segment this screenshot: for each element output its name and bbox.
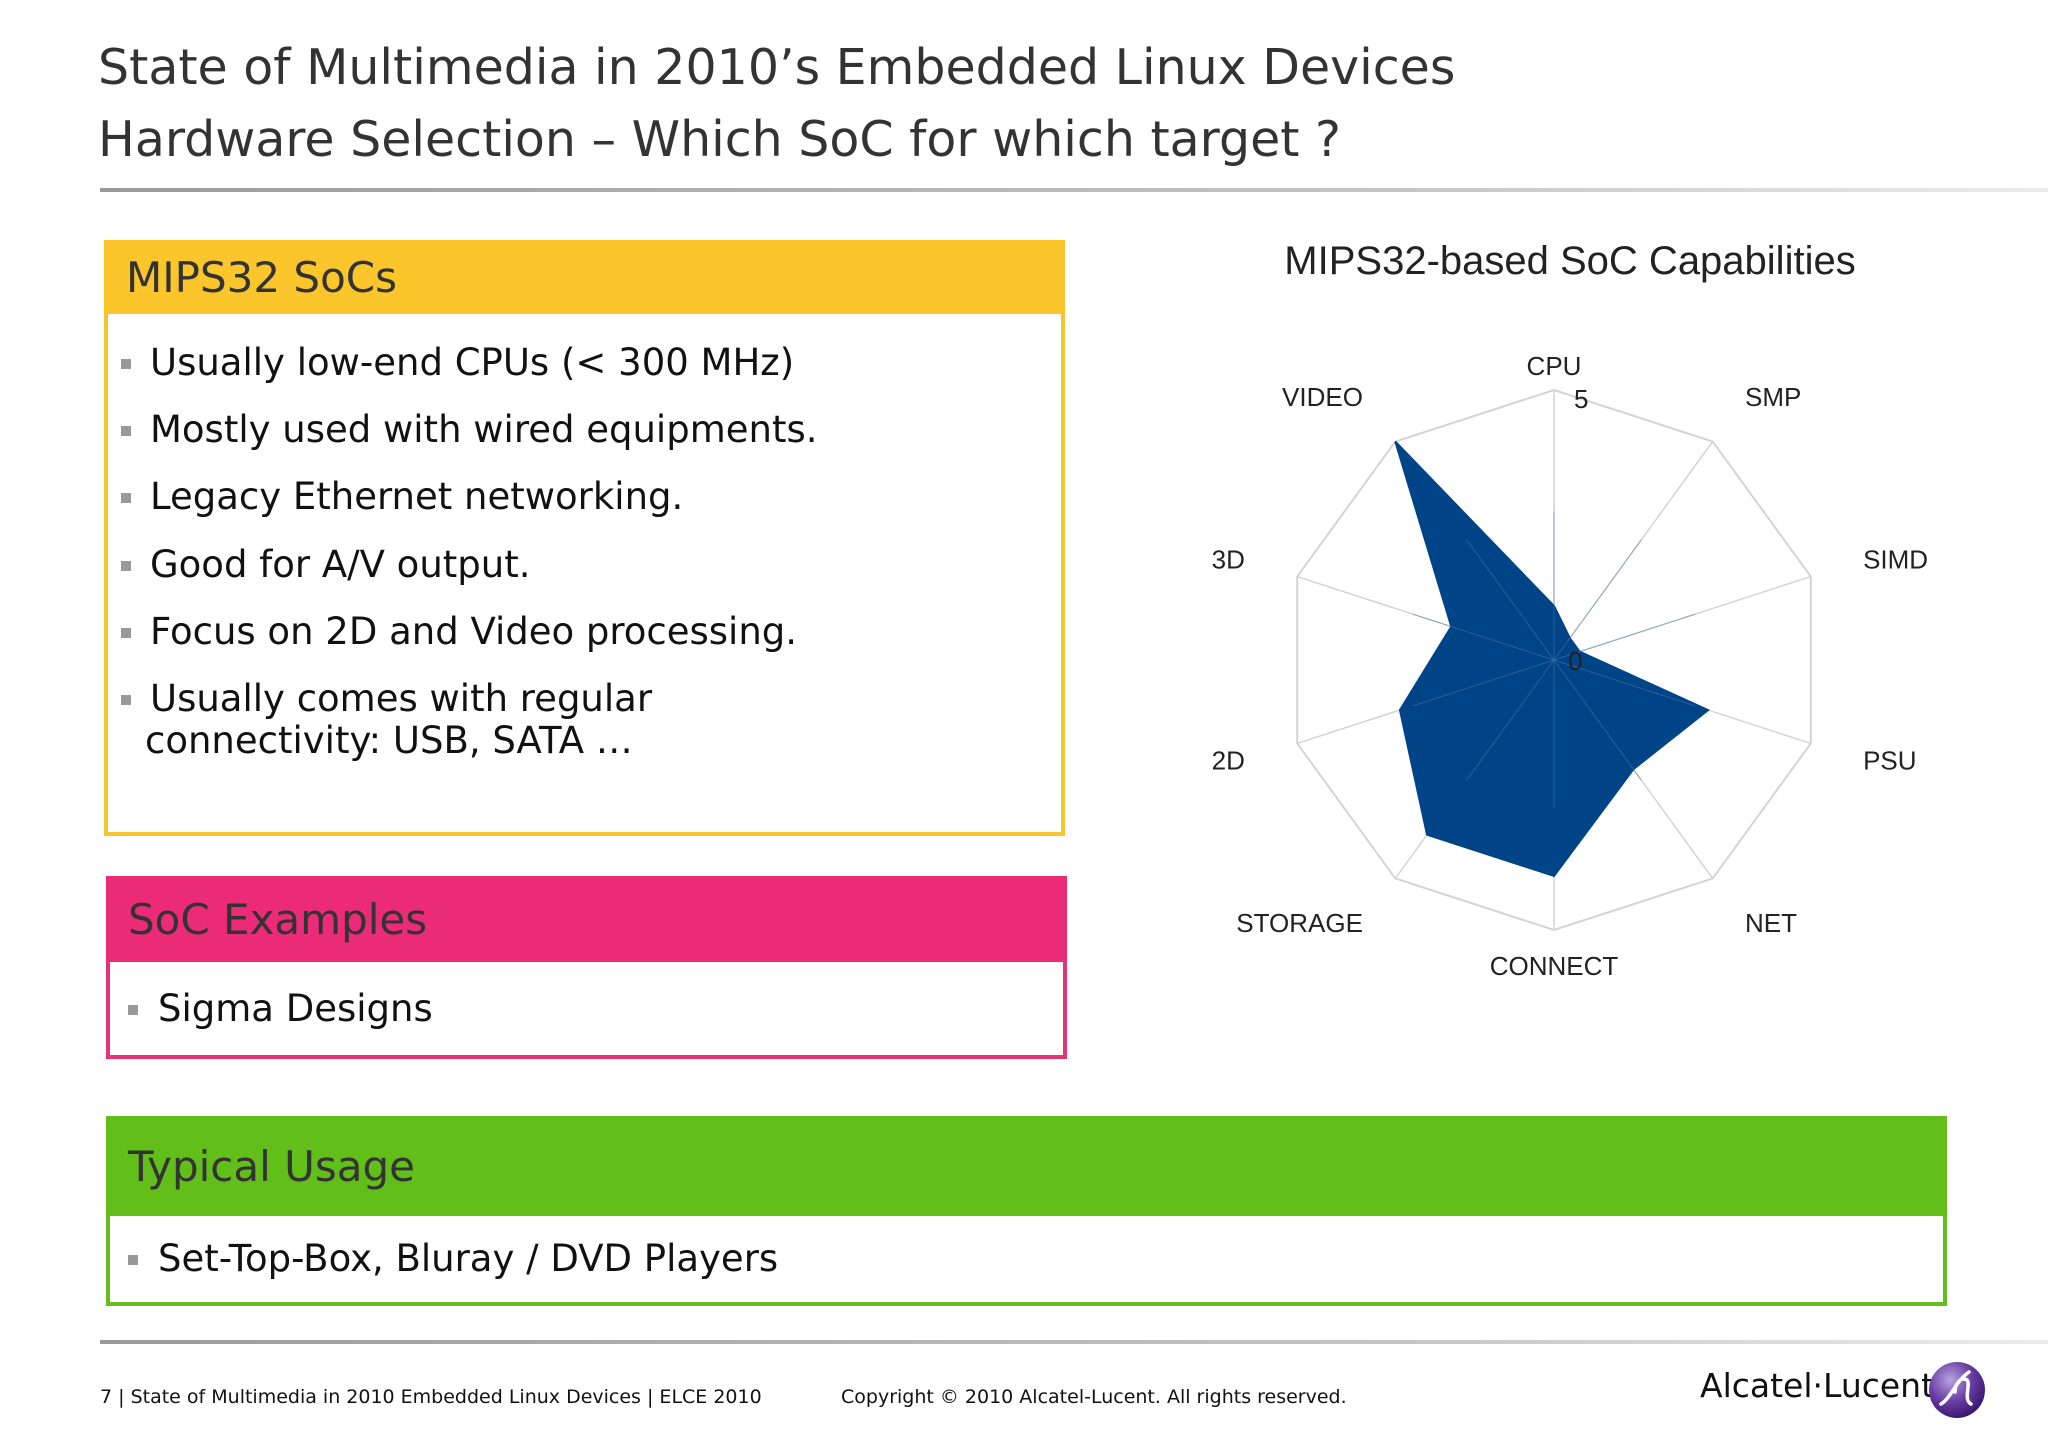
typical-usage-box: Typical Usage Set-Top-Box, Bluray / DVD … [106, 1116, 1947, 1306]
bullet-square-icon [121, 560, 131, 571]
usage-bullet: Set-Top-Box, Bluray / DVD Players [110, 1237, 1943, 1280]
radar-spoke-overlay [1466, 659, 1555, 781]
bullet-text: Usually low-end CPUs (< 300 MHz) [150, 341, 795, 384]
mips32-bullet: Usually low-end CPUs (< 300 MHz) [108, 341, 1061, 384]
radar-axis-label: VIDEO [1282, 382, 1363, 412]
footer-slide-info: 7 | State of Multimedia in 2010 Embedded… [100, 1386, 762, 1408]
footer-copyright: Copyright © 2010 Alcatel-Lucent. All rig… [841, 1386, 1347, 1408]
slide-title: State of Multimedia in 2010’s Embedded L… [98, 39, 1456, 96]
bullet-square-icon [128, 1255, 138, 1265]
bullet-text: Legacy Ethernet networking. [150, 475, 684, 519]
mips32-bullet: Legacy Ethernet networking. [108, 476, 1061, 518]
radar-spoke-overlay [1412, 613, 1555, 661]
typical-usage-heading: Typical Usage [106, 1116, 1947, 1216]
bullet-text: Good for A/V output. [150, 542, 531, 586]
mips32-bullet-list: Usually low-end CPUs (< 300 MHz) Mostly u… [108, 341, 1061, 763]
bullet-text: Usually comes with regular [150, 676, 653, 720]
mips32-bullet: Focus on 2D and Video processing. [108, 609, 1061, 653]
mips32-socs-heading: MIPS32 SoCs [104, 240, 1065, 314]
chart-title: MIPS32-based SoC Capabilities [1284, 240, 1855, 283]
radar-tick-label: 0 [1568, 646, 1582, 676]
soc-example-bullet: Sigma Designs [110, 987, 1063, 1030]
bullet-text: Mostly used with wired equipments. [150, 408, 818, 452]
radar-axis-label: NET [1745, 908, 1797, 938]
soc-examples-list: Sigma Designs [110, 987, 1063, 1030]
soc-examples-heading: SoC Examples [106, 876, 1067, 962]
radar-axis-label: PSU [1863, 745, 1916, 775]
bullet-square-icon [121, 694, 131, 705]
typical-usage-list: Set-Top-Box, Bluray / DVD Players [110, 1237, 1943, 1280]
bullet-text: Focus on 2D and Video processing. [150, 609, 798, 653]
header-divider [100, 188, 2048, 192]
radar-spoke-overlay [1466, 539, 1555, 661]
radar-spoke-overlay [1412, 659, 1555, 707]
bullet-square-icon [121, 627, 131, 638]
bullet-text: Sigma Designs [158, 987, 433, 1030]
bullet-text: Set-Top-Box, Bluray / DVD Players [158, 1237, 779, 1280]
footer-divider [100, 1340, 2048, 1344]
radar-tick-label: 5 [1574, 384, 1588, 414]
radar-axis-label: CPU [1527, 351, 1582, 381]
mips32-bullet: Usually comes with regular connectivity: … [108, 676, 1061, 763]
brand-wordmark: Alcatel·Lucent [1700, 1366, 1935, 1405]
bullet-square-icon [121, 493, 131, 504]
mips32-bullet: Good for A/V output. [108, 542, 1061, 586]
radar-axis-label: SIMD [1863, 545, 1928, 575]
bullet-text: connectivity: USB, SATA … [145, 719, 633, 763]
radar-spoke-overlay [1553, 659, 1696, 707]
radar-spoke-overlay [1553, 613, 1696, 661]
soc-examples-box: SoC Examples Sigma Designs [106, 876, 1067, 1059]
radar-axis-label: STORAGE [1236, 908, 1363, 938]
radar-spoke-overlay [1553, 539, 1642, 661]
radar-axis-label: SMP [1745, 382, 1801, 412]
bullet-square-icon [121, 359, 131, 369]
slide-subtitle: Hardware Selection – Which SoC for which… [98, 111, 1342, 168]
bullet-square-icon [121, 426, 131, 437]
radar-axis-label: 2D [1212, 745, 1245, 775]
alcatel-lucent-logo-icon [1929, 1362, 1985, 1418]
mips32-socs-box: MIPS32 SoCs Usually low-end CPUs (< 300 … [104, 240, 1065, 836]
radar-axis-label: 3D [1212, 545, 1245, 575]
mips32-bullet: Mostly used with wired equipments. [108, 409, 1061, 451]
radar-axis-label: CONNECT [1490, 951, 1619, 981]
radar-spoke-overlay [1553, 659, 1642, 781]
bullet-square-icon [128, 1005, 138, 1015]
